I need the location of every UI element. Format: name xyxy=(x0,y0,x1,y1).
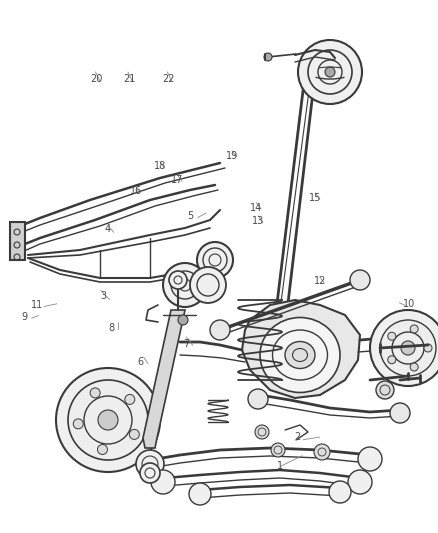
Circle shape xyxy=(178,315,188,325)
Circle shape xyxy=(388,356,396,364)
Text: 6: 6 xyxy=(137,358,143,367)
Ellipse shape xyxy=(285,342,315,368)
Polygon shape xyxy=(242,300,360,398)
Circle shape xyxy=(380,320,436,376)
Circle shape xyxy=(129,430,139,439)
Circle shape xyxy=(388,332,396,340)
Circle shape xyxy=(90,388,100,398)
Circle shape xyxy=(125,394,135,405)
Circle shape xyxy=(271,443,285,457)
Text: 3: 3 xyxy=(100,291,106,301)
Polygon shape xyxy=(10,222,25,260)
Circle shape xyxy=(376,381,394,399)
Text: 15: 15 xyxy=(309,193,321,203)
Circle shape xyxy=(98,445,107,455)
Circle shape xyxy=(325,67,335,77)
Text: 22: 22 xyxy=(162,74,175,84)
Circle shape xyxy=(410,363,418,371)
Circle shape xyxy=(210,320,230,340)
Ellipse shape xyxy=(260,318,340,392)
Text: 4: 4 xyxy=(104,224,110,234)
Text: 13: 13 xyxy=(252,216,265,226)
Text: 5: 5 xyxy=(187,211,194,221)
Circle shape xyxy=(298,40,362,104)
Circle shape xyxy=(255,425,269,439)
Circle shape xyxy=(329,481,351,503)
Text: 19: 19 xyxy=(226,151,238,160)
Circle shape xyxy=(190,267,226,303)
Circle shape xyxy=(189,483,211,505)
Circle shape xyxy=(98,410,118,430)
Text: 1: 1 xyxy=(277,462,283,471)
Circle shape xyxy=(358,447,382,471)
Text: 21: 21 xyxy=(123,74,135,84)
Circle shape xyxy=(410,325,418,333)
Circle shape xyxy=(56,368,160,472)
Circle shape xyxy=(314,444,330,460)
Circle shape xyxy=(169,271,187,289)
Text: 11: 11 xyxy=(31,300,43,310)
Text: 7: 7 xyxy=(183,339,189,349)
Polygon shape xyxy=(143,310,185,448)
Circle shape xyxy=(348,470,372,494)
Circle shape xyxy=(401,341,415,355)
Text: 18: 18 xyxy=(154,161,166,171)
Text: 14: 14 xyxy=(250,203,262,213)
Circle shape xyxy=(163,263,207,307)
Circle shape xyxy=(390,403,410,423)
Text: 8: 8 xyxy=(109,323,115,333)
Circle shape xyxy=(73,419,83,429)
Text: 9: 9 xyxy=(21,312,27,322)
Circle shape xyxy=(140,463,160,483)
Text: 10: 10 xyxy=(403,299,416,309)
Circle shape xyxy=(350,270,370,290)
Circle shape xyxy=(248,389,268,409)
Text: 2: 2 xyxy=(295,432,301,442)
Circle shape xyxy=(370,310,438,386)
Text: 20: 20 xyxy=(90,74,102,84)
Circle shape xyxy=(264,53,272,61)
Circle shape xyxy=(151,470,175,494)
Circle shape xyxy=(68,380,148,460)
Circle shape xyxy=(136,450,164,478)
Text: 16: 16 xyxy=(130,186,142,196)
Text: 17: 17 xyxy=(171,175,184,185)
Circle shape xyxy=(197,242,233,278)
Text: 12: 12 xyxy=(314,276,326,286)
Circle shape xyxy=(424,344,432,352)
